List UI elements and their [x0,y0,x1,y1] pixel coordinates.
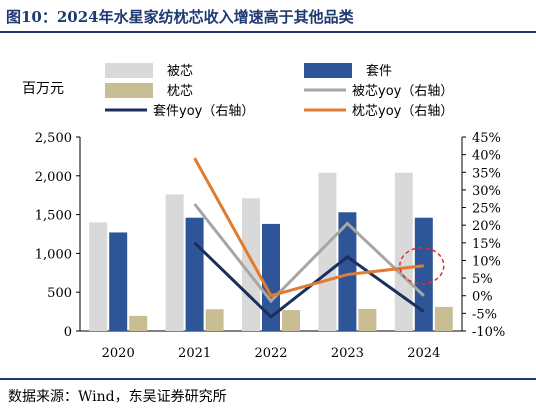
legend-tao-jian-label: 套件 [366,63,392,79]
bar-bei-xin [242,198,260,331]
bar-bei-xin [165,194,184,331]
bar-bei-xin [394,172,413,331]
x-tick-label: 2024 [407,346,440,361]
bar-zhen-xin [434,306,453,331]
legend-bei-xin-label: 被芯 [167,64,193,79]
right-tick-label: 35% [472,166,501,181]
title-bar: 图10：2024年水星家纺枕芯收入增速高于其他品类 [0,0,536,33]
right-tick-label: 5% [472,272,493,287]
left-tick-label: 0 [64,325,72,340]
bar-bei-xin [89,222,108,331]
title-divider [0,31,536,33]
right-tick-label: 10% [472,254,501,269]
right-tick-label: 15% [472,237,501,252]
figure-title: 图10：2024年水星家纺枕芯收入增速高于其他品类 [6,8,354,26]
right-tick-label: 45% [472,131,501,146]
bar-tao-jian [262,223,280,331]
x-tick-label: 2020 [102,346,135,361]
right-tick-label: 0% [472,290,493,305]
right-tick-label: 25% [472,202,501,217]
bar-zhen-xin [358,308,377,331]
line-zhen-xin-yoy [193,157,424,298]
bar-zhen-xin [282,310,300,331]
line-bei-xin-yoy [193,203,425,304]
bar-tao-jian [414,217,433,331]
right-tick-label: -10% [472,325,505,340]
left-tick-label: 500 [47,286,72,301]
right-tick-label: 20% [472,219,501,234]
legend-tao-jian-yoy-label: 套件yoy（右轴） [153,103,254,119]
bar-zhen-xin [129,315,148,331]
highlight-circle [399,246,445,285]
bar-tao-jian [185,217,204,331]
legend-zhen-xin-swatch [105,83,153,98]
legend-zhen-xin-label: 枕芯 [167,84,193,99]
bar-tao-jian [109,232,128,331]
left-tick-label: 1,000 [35,247,72,262]
legend-bei-xin-swatch [105,63,153,78]
left-tick-label: 2,500 [35,131,72,146]
line-tao-jian-yoy [193,241,425,319]
right-tick-label: 40% [472,149,501,164]
right-tick-label: 30% [472,184,501,199]
legend-bei-xin-yoy-label: 被芯yoy（右轴） [352,84,453,99]
bar-tao-jian [338,212,357,331]
legend-zhen-xin-yoy-label: 枕芯yoy（右轴） [352,104,453,119]
right-tick-label: -5% [472,307,497,322]
left-axis-unit: 百万元 [22,81,64,97]
legend-tao-jian-swatch [304,63,352,78]
source-divider [0,378,536,380]
x-tick-label: 2021 [178,346,211,361]
bar-zhen-xin [205,309,224,331]
left-tick-label: 1,500 [35,209,72,224]
data-source: 数据来源：Wind，东吴证券研究所 [8,389,227,405]
bar-bei-xin [318,172,337,331]
left-tick-label: 2,000 [35,170,72,185]
x-tick-label: 2023 [331,346,364,361]
x-tick-label: 2022 [254,346,287,361]
